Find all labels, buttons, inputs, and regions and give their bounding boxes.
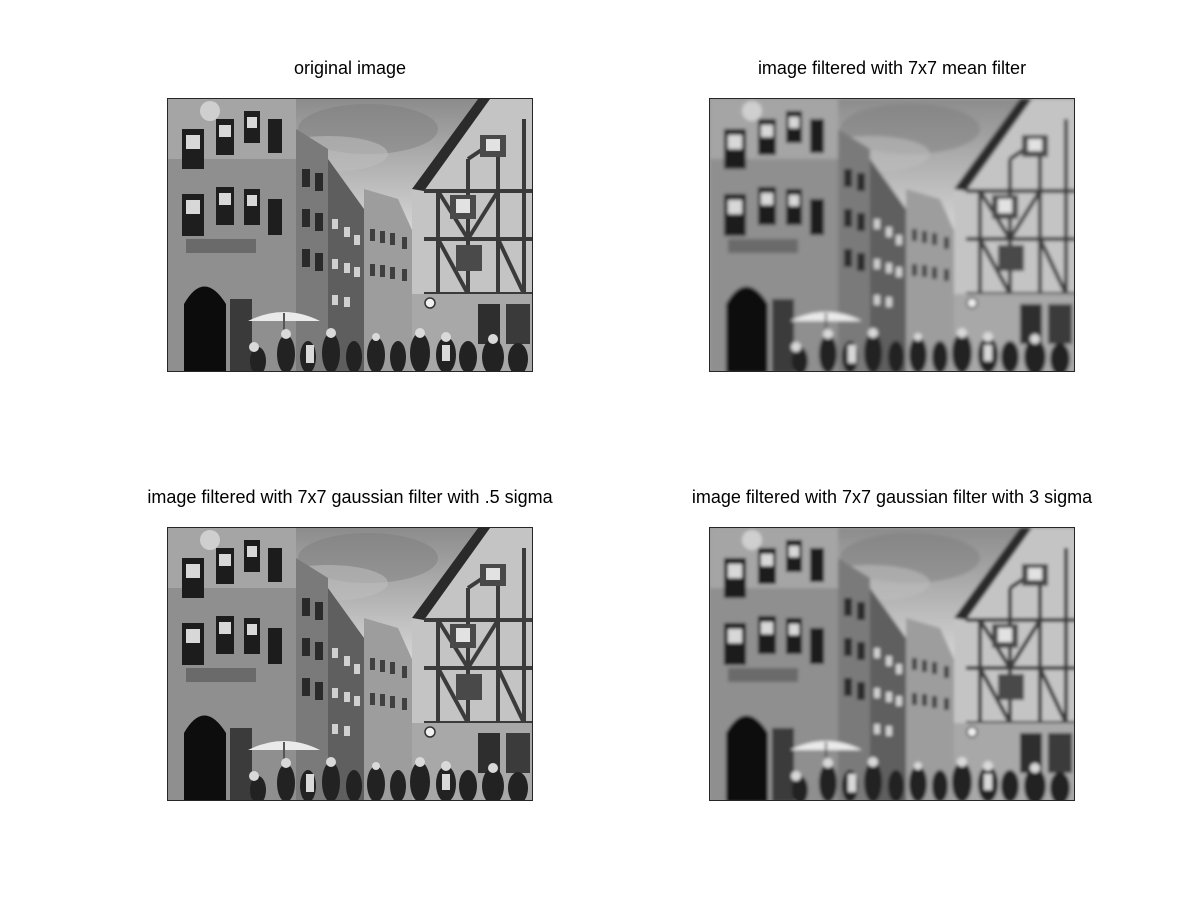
subplot-title: image filtered with 7x7 mean filter (757, 58, 1027, 78)
subplot-gaussian-small-sigma: image filtered with 7x7 gaussian filter … (147, 487, 553, 801)
subplot-gaussian-large-sigma: image filtered with 7x7 gaussian filter … (692, 487, 1092, 801)
street-scene-image-mean-filtered (710, 99, 1074, 371)
image-axes (167, 527, 533, 801)
subplot-title: image filtered with 7x7 gaussian filter … (691, 487, 1093, 507)
image-axes (709, 98, 1075, 372)
street-scene-image (168, 99, 532, 371)
street-scene-image-gaussian-small (168, 528, 532, 800)
subplot-original: original image (167, 58, 533, 372)
subplot-mean-filter: image filtered with 7x7 mean filter (709, 58, 1075, 372)
subplot-title: image filtered with 7x7 gaussian filter … (147, 487, 553, 507)
image-axes (709, 527, 1075, 801)
image-axes (167, 98, 533, 372)
street-scene-image-gaussian-large (710, 528, 1074, 800)
subplot-title: original image (293, 58, 407, 78)
